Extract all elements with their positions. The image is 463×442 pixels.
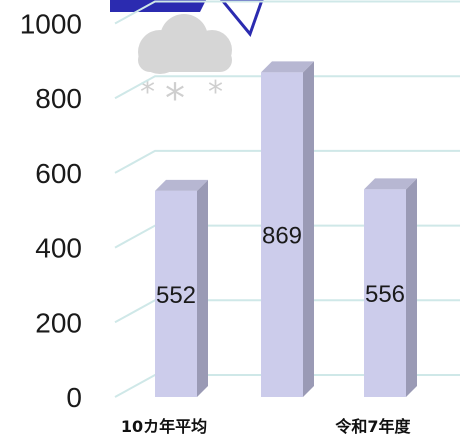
y-tick-label: 0: [66, 382, 82, 413]
snow-cloud-icon: * * *: [138, 14, 232, 122]
y-tick-label: 600: [35, 158, 82, 189]
bar-side: [303, 61, 314, 398]
header-band-shape: [110, 0, 206, 12]
x-axis: 10カ年平均 令和7年度: [121, 417, 412, 436]
y-tick-label: 400: [35, 233, 82, 264]
bar: 556: [364, 178, 417, 397]
svg-text:*: *: [140, 75, 155, 110]
bar: 552: [155, 179, 208, 397]
x-tick-label: 令和7年度: [334, 417, 411, 436]
y-tick-label: 200: [35, 307, 82, 338]
header-band-tail-icon: [220, 0, 264, 38]
x-tick-label: 10カ年平均: [121, 417, 207, 436]
gridline: [114, 75, 460, 100]
header-band: [110, 0, 264, 38]
gridline: [114, 0, 460, 25]
y-tick-label: 800: [35, 83, 82, 114]
bar: 869: [261, 61, 314, 398]
data-label: 556: [365, 281, 405, 308]
svg-text:*: *: [165, 76, 185, 122]
bar-top: [155, 179, 208, 191]
bar-front: [261, 72, 303, 397]
svg-text:*: *: [208, 75, 223, 110]
y-axis: 0 200 400 600 800 1000: [20, 9, 82, 414]
bar-side: [197, 179, 208, 397]
gridline: [114, 149, 460, 174]
data-label: 869: [262, 223, 302, 250]
bar-front: [364, 189, 406, 397]
bar-top: [364, 178, 417, 190]
bar-side: [406, 178, 417, 397]
y-tick-label: 1000: [20, 9, 82, 40]
bar-front: [155, 190, 197, 397]
data-label: 552: [156, 282, 196, 309]
bars: 552 869 556: [155, 61, 417, 398]
bar-top: [261, 61, 314, 73]
